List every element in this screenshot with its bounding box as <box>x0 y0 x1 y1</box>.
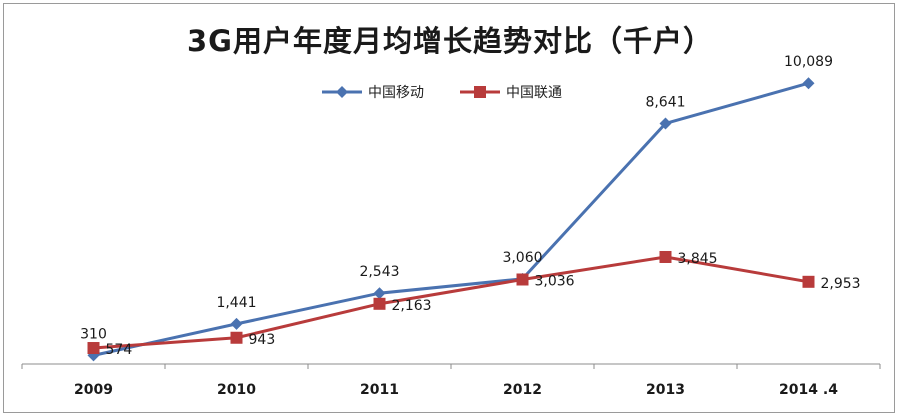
x-tick-label: 2014 .4 <box>779 382 838 398</box>
legend-item-unicom: 中国联通 <box>460 85 562 101</box>
data-label-unicom: 943 <box>249 332 276 348</box>
data-point <box>802 275 815 288</box>
legend-label-unicom: 中国联通 <box>506 85 562 101</box>
chart-title: 3G用户年度月均增长趋势对比（千户） <box>187 24 713 58</box>
data-label-mobile: 8,641 <box>645 94 685 110</box>
data-point <box>516 273 529 286</box>
series-mobile <box>87 77 815 362</box>
series-layer <box>87 77 815 362</box>
data-point <box>659 250 672 263</box>
data-point <box>373 287 386 300</box>
x-tick-label: 2010 <box>217 382 256 398</box>
x-tick-label: 2011 <box>360 382 399 398</box>
data-label-unicom: 3,036 <box>535 273 575 289</box>
data-label-mobile: 3,060 <box>502 250 542 266</box>
data-labels: 310 1,441 2,543 3,060 8,641 10,089 574 943 2,163… <box>80 54 860 358</box>
data-point <box>802 77 815 90</box>
x-axis-tick-labels: 2009 2010 2011 2012 2013 2014 .4 <box>74 382 838 398</box>
data-label-unicom: 2,163 <box>392 298 432 314</box>
legend-marker-unicom <box>474 86 486 98</box>
data-point <box>230 317 243 330</box>
data-label-mobile: 10,089 <box>784 54 833 70</box>
x-tick-label: 2012 <box>503 382 542 398</box>
data-point <box>659 117 672 130</box>
series-line <box>93 81 809 357</box>
data-point <box>87 342 100 355</box>
legend-item-mobile: 中国移动 <box>322 85 424 101</box>
data-label-unicom: 2,953 <box>821 276 861 292</box>
data-point <box>373 297 386 310</box>
x-tick-label: 2013 <box>646 382 685 398</box>
data-label-mobile: 2,543 <box>359 264 399 280</box>
data-label-mobile: 1,441 <box>216 295 256 311</box>
legend-marker-mobile <box>336 86 348 98</box>
x-tick-label: 2009 <box>74 382 113 398</box>
data-label-unicom: 3,845 <box>678 251 718 267</box>
data-label-unicom: 574 <box>106 342 133 358</box>
series-line <box>93 255 809 350</box>
data-label-mobile: 310 <box>80 326 107 342</box>
legend-label-mobile: 中国移动 <box>368 85 424 101</box>
series-unicom <box>87 250 815 355</box>
data-point <box>230 331 243 344</box>
legend: 中国移动 中国联通 <box>322 85 562 101</box>
x-axis-ticks <box>21 364 881 369</box>
